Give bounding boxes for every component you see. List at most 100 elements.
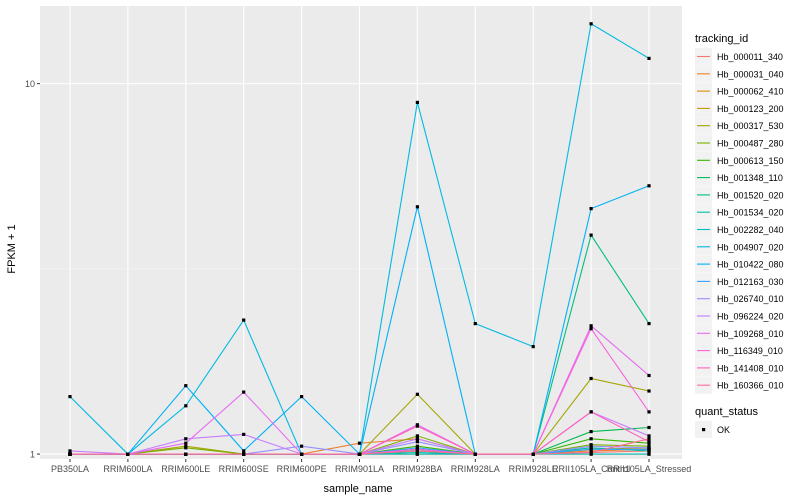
legend-label: Hb_026740_010 — [717, 294, 784, 304]
data-point — [184, 404, 188, 408]
data-point — [415, 434, 419, 438]
legend-label: Hb_012163_030 — [717, 277, 784, 287]
data-point — [647, 410, 651, 414]
x-tick-label: RRII105LA_Control — [552, 464, 630, 474]
x-tick-label: RRIM928BA — [392, 464, 442, 474]
data-point — [647, 446, 651, 450]
x-tick-label: RRIM600LA — [103, 464, 152, 474]
data-point — [647, 440, 651, 444]
legend: tracking_id quant_status Hb_000011_340 Hb… — [695, 33, 784, 438]
panel-background — [40, 6, 682, 459]
data-point — [589, 450, 593, 455]
y-tick-label: 1 — [30, 450, 35, 460]
data-point — [242, 432, 246, 436]
data-point — [357, 441, 362, 445]
data-point — [589, 207, 593, 211]
legend-label: Hb_116349_010 — [717, 346, 783, 356]
data-point — [589, 22, 593, 26]
legend-label: Hb_001520_020 — [717, 190, 784, 200]
axes: 1 10 PB350LA RRIM600LA RRIM600LE RRIM600SE RRI… — [25, 79, 691, 474]
legend-label: Hb_000487_280 — [717, 139, 784, 149]
data-point — [531, 345, 535, 349]
data-point — [242, 390, 246, 394]
data-point — [415, 452, 419, 456]
data-point — [647, 373, 651, 378]
data-point — [68, 449, 72, 453]
legend-label: Hb_010422_080 — [717, 260, 784, 270]
data-point — [589, 447, 593, 451]
x-tick-label: PB350LA — [51, 464, 89, 474]
data-point — [184, 446, 188, 450]
data-point — [589, 430, 593, 434]
x-tick-label: RRIM600LE — [161, 464, 210, 474]
legend-label: Hb_000123_200 — [717, 104, 784, 114]
plot-panel — [40, 6, 682, 459]
data-point — [647, 437, 651, 441]
legend-label: Hb_000317_530 — [717, 121, 784, 131]
legend-label: Hb_002282_040 — [717, 225, 784, 235]
x-tick-label: RRIM600SE — [219, 464, 269, 474]
legend-label: Hb_160366_010 — [717, 381, 784, 391]
data-point — [589, 410, 593, 414]
legend-label: Hb_001534_020 — [717, 208, 784, 218]
data-point — [473, 322, 477, 326]
data-point — [242, 452, 246, 456]
legend-title: tracking_id — [695, 33, 748, 45]
data-point — [357, 452, 362, 456]
data-point — [589, 437, 593, 441]
data-point — [647, 56, 651, 60]
data-point — [242, 318, 246, 322]
data-point — [415, 440, 419, 444]
data-point — [68, 395, 72, 399]
data-point — [473, 452, 477, 456]
data-point — [647, 425, 651, 430]
data-point — [415, 449, 419, 453]
data-point — [415, 100, 419, 104]
data-point — [300, 395, 304, 399]
legend-label: Hb_141408_010 — [717, 363, 784, 373]
legend-label: Hb_004907_020 — [717, 242, 784, 252]
data-point — [589, 327, 593, 331]
x-axis-label: sample_name — [323, 483, 392, 495]
x-tick-label: RRIM928LE — [509, 464, 558, 474]
data-point — [184, 384, 188, 388]
data-point — [415, 392, 419, 396]
data-point — [531, 452, 535, 456]
data-point — [647, 184, 651, 188]
data-point — [589, 233, 593, 237]
x-tick-label: RRIM600PE — [277, 464, 327, 474]
legend-label: Hb_109268_010 — [717, 329, 784, 339]
data-point — [415, 424, 419, 428]
y-tick-label: 10 — [25, 79, 35, 89]
legend-label: Hb_001348_110 — [717, 173, 783, 183]
data-point — [647, 322, 651, 326]
data-point — [647, 452, 651, 456]
legend-label: Hb_000613_150 — [717, 156, 784, 166]
data-point — [300, 444, 304, 448]
legend-label: OK — [717, 425, 730, 435]
data-point — [68, 452, 72, 456]
data-point — [589, 444, 593, 448]
data-points — [68, 22, 651, 456]
legend-label: Hb_000031_040 — [717, 69, 784, 79]
x-tick-label: RRII105LA_Stressed — [607, 464, 692, 474]
data-point — [647, 389, 651, 393]
data-point — [300, 452, 304, 456]
legend-label: Hb_096224_020 — [717, 312, 784, 322]
data-point — [647, 434, 651, 438]
data-point — [184, 437, 188, 441]
x-tick-label: RRIM928LA — [451, 464, 500, 474]
x-tick-label: RRIM901LA — [335, 464, 384, 474]
data-point — [589, 376, 593, 381]
legend-label: Hb_000011_340 — [717, 52, 783, 62]
legend-label: Hb_000062_410 — [717, 87, 784, 97]
y-axis-label: FPKM + 1 — [6, 224, 18, 273]
data-point — [184, 452, 188, 456]
data-point — [242, 449, 246, 453]
data-point — [589, 324, 593, 328]
data-point — [126, 452, 130, 456]
legend-key-point — [702, 428, 706, 432]
data-point — [184, 441, 188, 445]
legend-status-title: quant_status — [695, 406, 758, 418]
